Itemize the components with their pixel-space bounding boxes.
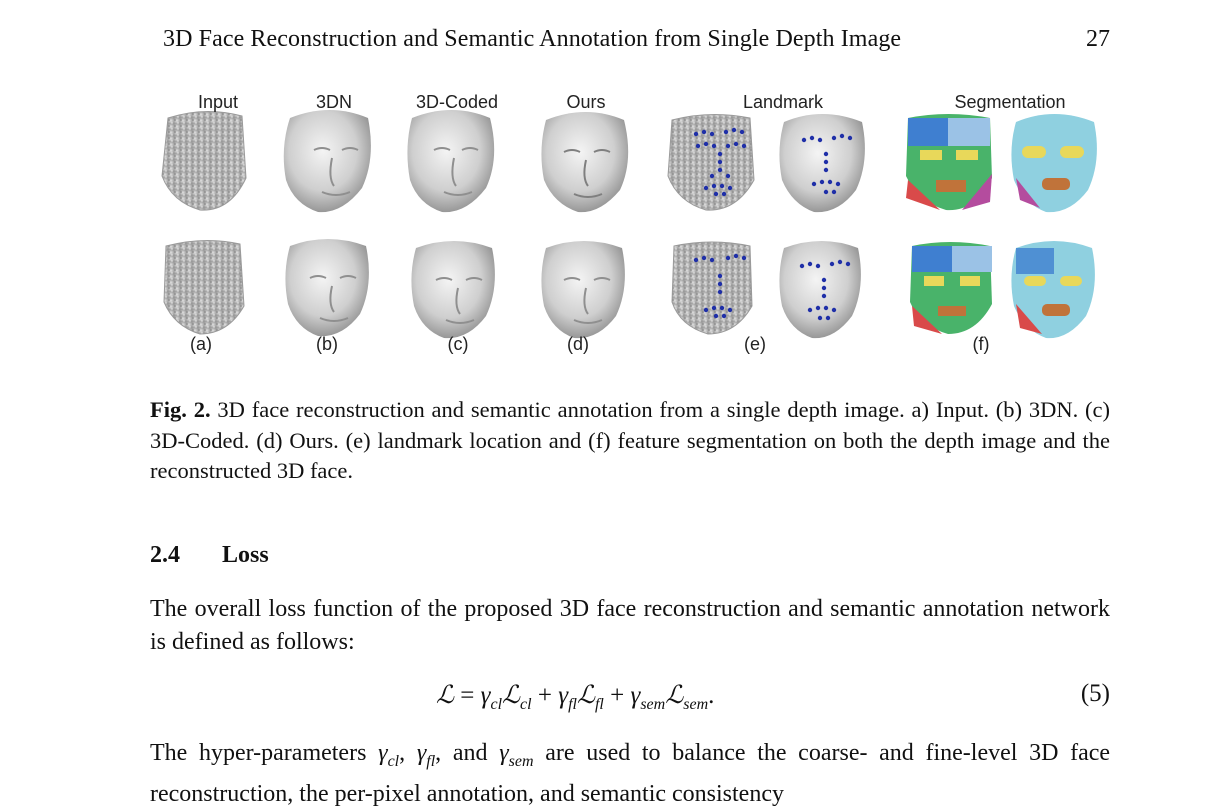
column-header-input: Input (197, 92, 239, 112)
landmark-face-row1-recon (779, 114, 865, 213)
para2-lead: The hyper-parameters (150, 740, 367, 766)
column-header-ours: Ours (566, 92, 606, 112)
equation-number: (5) (1080, 680, 1110, 707)
3dn-face-row1 (283, 110, 371, 213)
para2-sep2: , and (435, 740, 488, 766)
section-heading: 2.4 Loss (150, 542, 269, 569)
column-header-3dcoded: 3D-Coded (415, 92, 499, 112)
figure-faces-graphic (161, 110, 1097, 339)
column-header-3dn: 3DN (315, 92, 353, 112)
input-face-row2 (163, 239, 245, 335)
3dn-face-row2 (285, 239, 369, 337)
section-title: Loss (222, 542, 269, 568)
paragraph-hyperparameters: The hyper-parameters γcl, γfl, and γsem … (150, 737, 1110, 811)
gamma-cl: γcl (378, 740, 400, 770)
gamma-sem: γsem (499, 740, 534, 770)
running-title: 3D Face Reconstruction and Semantic Anno… (163, 26, 902, 52)
caption-label: Fig. 2. (150, 397, 211, 422)
equation-5: ℒ = γclℒcl + γflℒfl + γsemℒsem. (5) (0, 680, 1220, 716)
section-number: 2.4 (150, 542, 180, 568)
sub-label-d: (d) (567, 334, 589, 354)
equation-body: ℒ = γclℒcl + γflℒfl + γsemℒsem. (436, 682, 715, 713)
para2-rest: are used to balance the coarse- and fine… (150, 740, 1111, 807)
segmentation-face-row1-recon (1011, 114, 1097, 213)
column-header-segmentation: Segmentation (954, 92, 1066, 112)
page-number: 27 (1086, 26, 1110, 52)
sub-label-b: (b) (316, 334, 338, 354)
segmentation-face-row1-input (906, 114, 992, 211)
gamma-fl: γfl (416, 740, 436, 770)
ours-face-row2 (541, 241, 625, 339)
segmentation-face-row2-input (910, 242, 992, 334)
column-header-landmark: Landmark (742, 92, 824, 112)
landmark-face-row2-input (671, 241, 753, 335)
landmark-dots (693, 127, 853, 321)
ours-face-row1 (541, 112, 629, 213)
3dcoded-face-row1 (407, 110, 495, 213)
sub-label-f: (f) (972, 334, 990, 354)
sub-label-a: (a) (190, 334, 212, 354)
input-face-row1 (161, 110, 247, 211)
segmentation-face-row2-recon (1011, 241, 1095, 339)
para2-sep1: , (399, 740, 406, 766)
sub-label-c: (c) (447, 334, 469, 354)
figure-caption: Fig. 2. 3D face reconstruction and seman… (150, 395, 1110, 487)
figure-2: Input 3DN 3D-Coded Ours Landmark Segment… (150, 88, 1110, 358)
sub-label-e: (e) (744, 334, 766, 354)
landmark-face-row1-input (667, 113, 755, 211)
caption-text: 3D face reconstruction and semantic anno… (150, 397, 1111, 483)
page-header: 3D Face Reconstruction and Semantic Anno… (0, 26, 1220, 58)
landmark-face-row2-recon (779, 241, 861, 339)
3dcoded-face-row2 (411, 241, 495, 339)
paragraph-loss-intro: The overall loss function of the propose… (150, 596, 1110, 655)
